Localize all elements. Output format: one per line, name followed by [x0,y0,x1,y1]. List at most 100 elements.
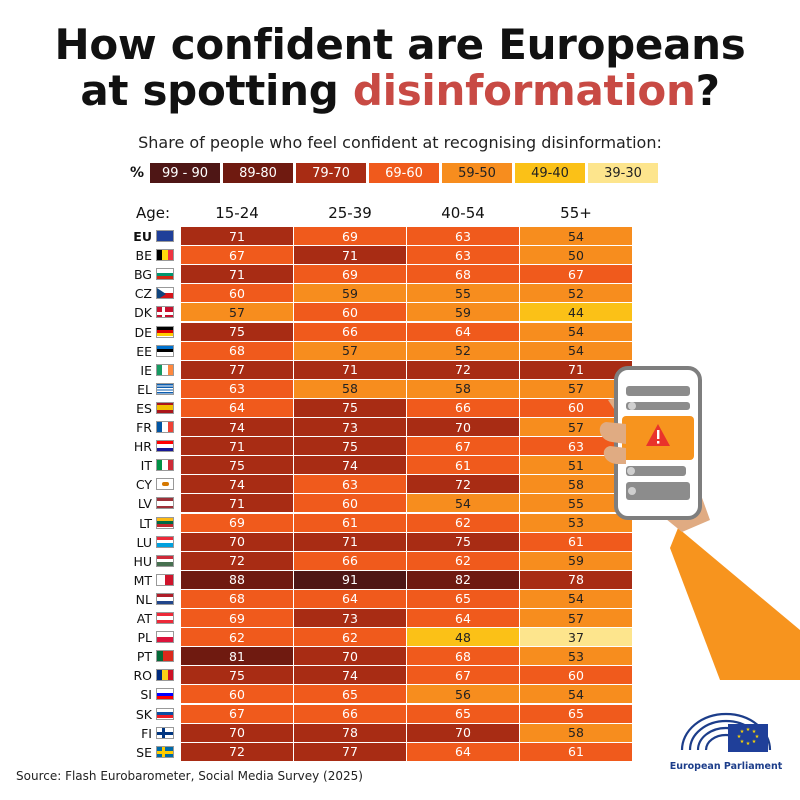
country-flag-icon [156,344,174,357]
heatmap-cell: 75 [181,666,293,685]
heatmap-cell: 72 [407,475,519,494]
country-flag-icon [156,612,174,624]
heatmap-cell: 74 [181,418,293,436]
country-flag-icon [156,554,174,567]
age-axis-label: Age: [136,204,171,222]
svg-text:★: ★ [740,739,745,745]
country-flag-icon [156,440,174,453]
heatmap-cell: 61 [407,456,519,475]
svg-text:★: ★ [746,727,751,733]
heatmap-cell: 55 [520,494,632,513]
heatmap-cell: 71 [294,246,406,265]
phone-illustration [560,360,800,680]
heatmap-cell: 50 [520,246,632,265]
country-code-label: BG [133,267,152,283]
heatmap-cell: 68 [407,647,519,666]
legend-bin-70-79: 79-70 [296,163,367,183]
heatmap-cell: 62 [407,513,519,532]
svg-text:★: ★ [752,729,757,735]
heatmap-cell: 55 [407,284,519,303]
heatmap-cell: 81 [181,647,293,666]
heatmap-cell: 78 [520,570,632,589]
heatmap-cell: 58 [294,379,406,398]
heatmap-cell: 53 [520,513,632,532]
country-flag-icon [156,707,174,720]
heatmap-cell: 51 [520,456,632,475]
color-legend: % 99 - 90 89-80 79-70 69-60 59-50 49-40 … [130,162,661,184]
country-code-label: EE [136,343,152,359]
country-flag-icon [156,363,174,376]
heatmap-cell: 71 [520,360,632,379]
legend-bin-60-69: 69-60 [369,163,440,183]
svg-text:★: ★ [737,734,742,740]
heatmap-cell: 70 [407,418,519,436]
heatmap-cell: 70 [181,723,293,742]
heatmap-cell: 57 [520,379,632,398]
heatmap-cell: 62 [181,628,293,647]
heatmap-cell: 69 [181,609,293,627]
country-flag-icon [156,421,174,433]
heatmap-cell: 71 [181,437,293,456]
title-question-mark: ? [695,66,720,115]
heatmap-cell: 71 [181,494,293,513]
heatmap-cell: 52 [520,284,632,303]
european-parliament-logo: ★ ★ ★ ★ ★ ★ ★ ★ [676,706,776,776]
heatmap-cell: 54 [520,589,632,608]
country-code-label: RO [133,668,152,684]
heatmap-cell: 54 [520,685,632,704]
heatmap-cell: 58 [520,723,632,742]
heatmap-cell: 59 [294,284,406,303]
country-code-label: LT [139,515,152,531]
country-flag-icon [156,459,174,472]
svg-text:★: ★ [755,734,760,740]
country-flag-icon [156,325,174,338]
heatmap-cell: 54 [407,494,519,513]
country-code-label: SK [135,706,152,722]
heatmap-cell: 64 [407,322,519,341]
country-flag-icon [156,249,174,262]
heatmap-cell: 67 [407,666,519,685]
country-code-label: SI [140,687,152,703]
heatmap-cell: 63 [407,246,519,265]
age-column-header: 55+ [560,204,592,222]
heatmap-cell: 77 [294,742,406,761]
country-code-label: PL [137,630,152,646]
country-code-label: NL [135,591,152,607]
country-code-label: ES [136,400,152,416]
heatmap-cell: 75 [181,322,293,341]
age-column-header: 25-39 [328,204,372,222]
country-flag-icon [156,592,174,605]
country-flag-icon [156,306,174,319]
heatmap-cell: 65 [407,589,519,608]
legend-bin-30-39: 39-30 [588,163,659,183]
heatmap-cell: 62 [407,551,519,570]
heatmap-cell: 61 [520,532,632,551]
heatmap-cell: 91 [294,570,406,589]
heatmap-cell: 63 [520,437,632,456]
heatmap-cell: 73 [294,418,406,436]
heatmap-cell: 75 [407,532,519,551]
country-code-label: EU [133,229,152,244]
heatmap-cell: 66 [294,322,406,341]
country-flag-icon [156,382,174,395]
heatmap-cell: 67 [520,265,632,284]
country-code-label: MT [133,572,152,588]
heatmap-cell: 60 [294,494,406,513]
heatmap-cell: 64 [181,398,293,417]
heatmap-cell: 74 [294,456,406,475]
heatmap-cell: 69 [181,513,293,532]
heatmap-cell: 48 [407,628,519,647]
chart-subtitle: Share of people who feel confident at re… [138,133,662,152]
heatmap-cell: 65 [520,704,632,723]
heatmap-cell: 82 [407,570,519,589]
heatmap-cell: 75 [294,398,406,417]
heatmap-cell: 71 [294,532,406,551]
heatmap-cell: 64 [407,609,519,627]
heatmap-cell: 71 [181,265,293,284]
heatmap-cell: 63 [407,227,519,245]
heatmap-cell: 54 [520,322,632,341]
svg-text:★: ★ [746,741,751,747]
country-flag-icon [156,535,174,548]
heatmap-cell: 54 [520,227,632,245]
heatmap-cell: 60 [181,284,293,303]
